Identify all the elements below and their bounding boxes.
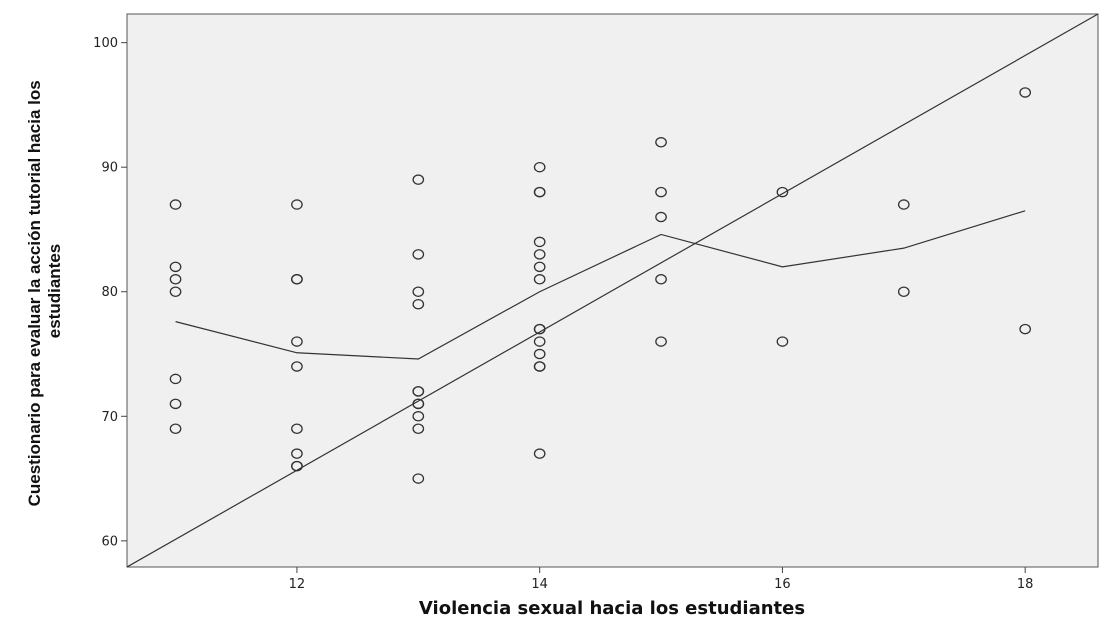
y-tick-label: 80 [101, 285, 118, 300]
data-point [412, 473, 425, 484]
data-point [655, 274, 667, 285]
data-point [897, 286, 910, 297]
data-point [412, 249, 425, 260]
data-point [533, 323, 546, 335]
data-point [169, 199, 182, 210]
y-tick-label: 70 [101, 410, 118, 425]
data-point [412, 411, 425, 422]
y-tick-label: 60 [101, 534, 118, 549]
data-point [291, 361, 303, 372]
y-tick-label: 90 [101, 161, 118, 176]
mean-line-layer [175, 210, 1026, 360]
data-point [412, 398, 425, 410]
data-point [533, 186, 546, 198]
data-point [533, 236, 546, 248]
data-point [776, 186, 789, 198]
y-axis-title-line-2: estudiantes [45, 244, 64, 338]
data-point [533, 348, 546, 360]
fit-line [126, 13, 1099, 568]
mean-line [175, 210, 1026, 360]
x-tick-label: 14 [531, 577, 548, 592]
fit-line-layer [126, 13, 1099, 568]
data-point [169, 423, 182, 434]
data-point [291, 460, 303, 472]
data-point [655, 186, 667, 198]
data-point [291, 274, 303, 285]
data-point [291, 423, 303, 434]
x-tick-label: 18 [1017, 577, 1034, 592]
data-point [169, 398, 182, 410]
data-point [169, 274, 182, 285]
data-point [291, 336, 303, 347]
data-point [533, 448, 546, 459]
data-point [533, 274, 546, 285]
y-axis-title: Cuestionario para evaluar la acción tuto… [25, 76, 64, 507]
data-point [655, 211, 667, 223]
data-point [533, 361, 546, 372]
x-axis-title: Violencia sexual hacia los estudiantes [419, 598, 805, 619]
data-point [1019, 87, 1032, 98]
data-point [412, 423, 425, 434]
data-point [533, 161, 546, 173]
y-axis: 60 70 80 90 100 [93, 36, 127, 549]
data-point [533, 261, 546, 273]
data-point [1019, 323, 1032, 335]
data-point [291, 448, 303, 459]
y-axis-title-line-1: Cuestionario para evaluar la acción tuto… [25, 80, 44, 506]
data-point [655, 137, 667, 148]
points-layer [169, 87, 1032, 484]
x-tick-label: 16 [774, 577, 791, 592]
y-tick-label: 100 [93, 36, 118, 51]
data-point [533, 249, 546, 260]
x-axis: 12 14 16 18 [289, 567, 1034, 592]
data-point [412, 298, 425, 310]
data-point [169, 286, 182, 297]
data-point [291, 199, 303, 210]
data-point [169, 261, 182, 273]
x-tick-label: 12 [289, 577, 306, 592]
data-point [412, 386, 425, 397]
data-point [897, 199, 910, 210]
data-point [776, 336, 789, 347]
data-point [169, 373, 182, 385]
data-point [655, 336, 667, 347]
data-point [412, 174, 425, 185]
data-point [533, 336, 546, 347]
data-point [412, 286, 425, 297]
